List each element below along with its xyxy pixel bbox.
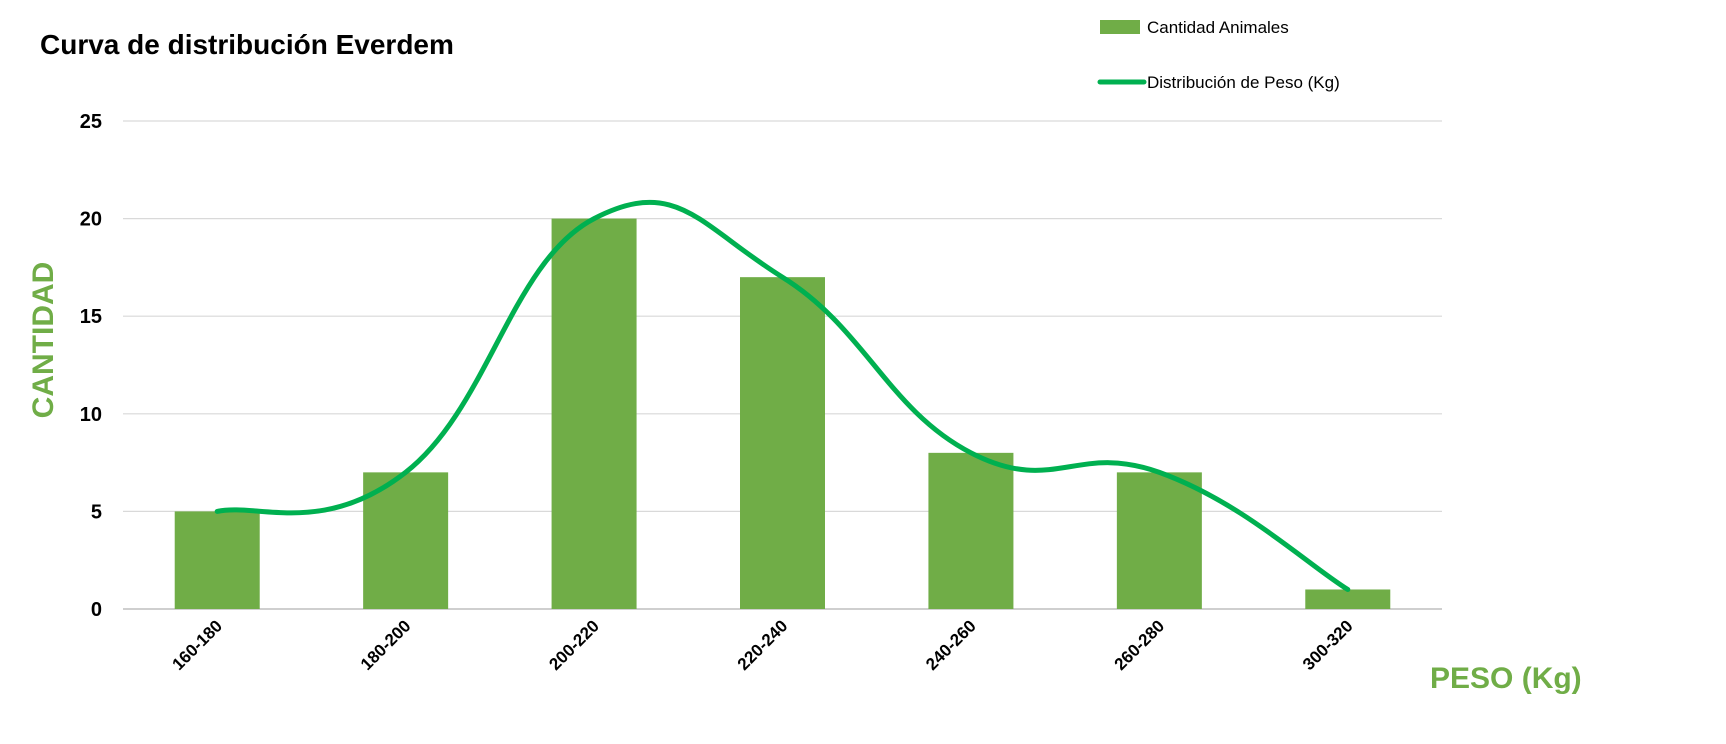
bar [1116, 472, 1202, 609]
x-axis-title: PESO (Kg) [1430, 662, 1582, 695]
bar [174, 511, 260, 609]
y-tick-label: 10 [80, 404, 102, 426]
x-tick-label: 220-240 [734, 616, 792, 674]
x-tick-label: 200-220 [545, 616, 603, 674]
bar [740, 277, 825, 609]
x-axis-ticks: 160-180 180-200 200-220 220-240 240-260 260-2… [168, 616, 1356, 674]
chart-title: Curva de distribución Everdem [40, 29, 454, 60]
y-tick-label: 20 [80, 209, 102, 231]
y-tick-label: 25 [80, 111, 102, 133]
distribution-line-path [214, 199, 1351, 592]
bars [174, 218, 1391, 609]
bar [928, 452, 1014, 609]
y-tick-label: 15 [80, 306, 102, 328]
legend-swatch-bars [1100, 20, 1140, 34]
bar [363, 472, 449, 609]
legend: Cantidad Animales Distribución de Peso (… [1097, 18, 1340, 92]
bar [551, 218, 637, 609]
x-tick-label: 180-200 [357, 616, 415, 674]
y-axis-ticks: 0 5 10 15 20 25 [80, 111, 102, 621]
distribution-line [214, 199, 1351, 592]
x-tick-label: 260-280 [1111, 616, 1169, 674]
x-tick-label: 160-180 [168, 616, 226, 674]
legend-label-bars: Cantidad Animales [1147, 18, 1289, 37]
y-tick-label: 5 [91, 501, 102, 523]
x-tick-label: 240-260 [922, 616, 980, 674]
bar [1305, 589, 1391, 609]
x-tick-label: 300-320 [1299, 616, 1357, 674]
y-tick-label: 0 [91, 599, 102, 621]
y-axis-title: CANTIDAD [27, 262, 60, 419]
legend-label-line: Distribución de Peso (Kg) [1147, 73, 1340, 92]
